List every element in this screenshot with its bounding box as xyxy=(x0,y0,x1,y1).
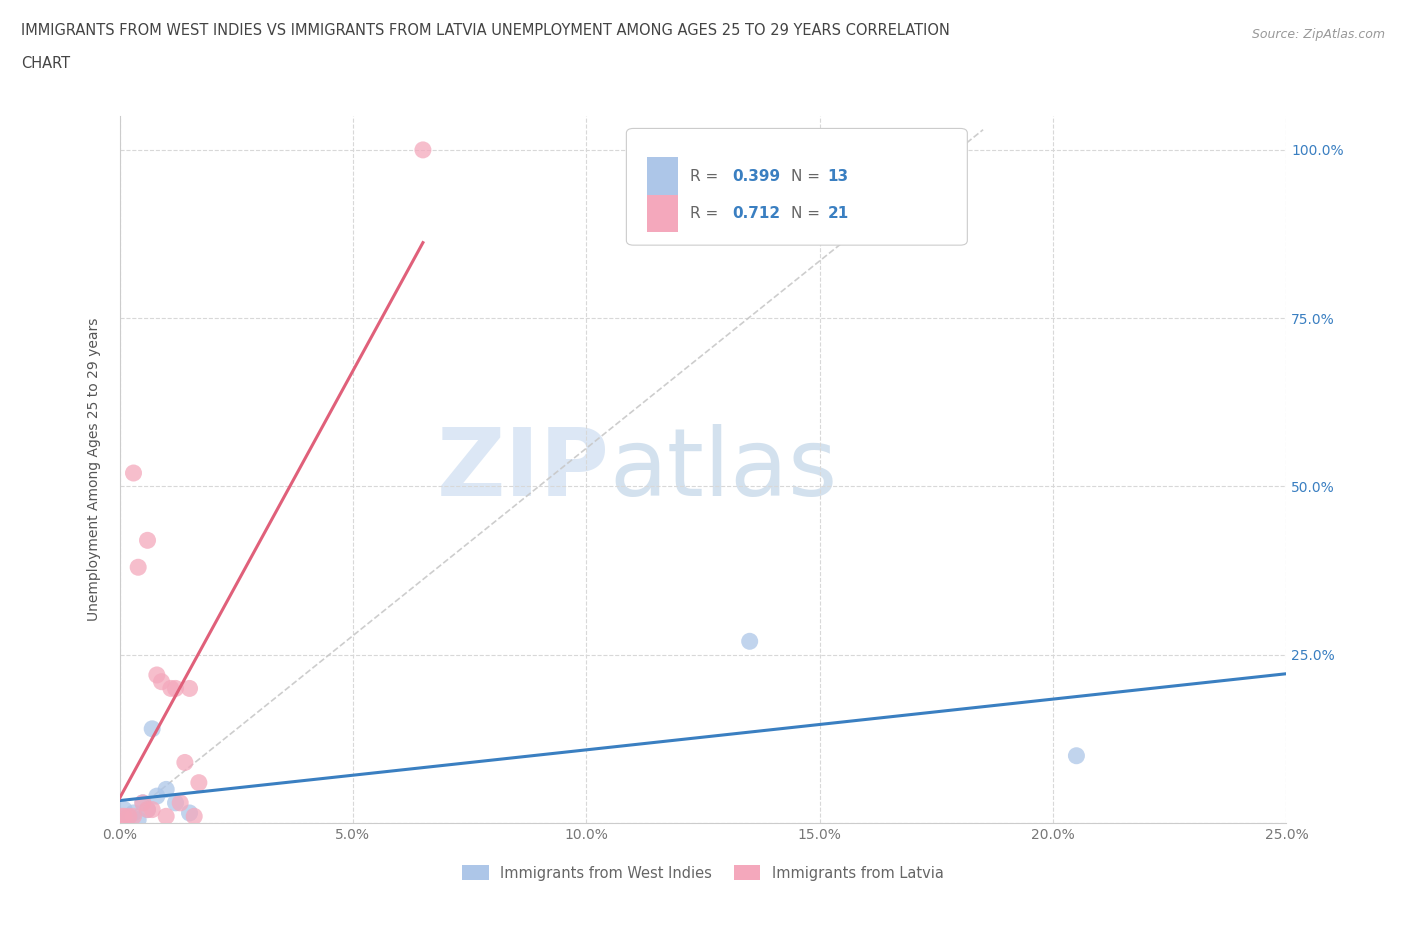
Text: Source: ZipAtlas.com: Source: ZipAtlas.com xyxy=(1251,28,1385,41)
Point xyxy=(122,466,145,481)
Text: IMMIGRANTS FROM WEST INDIES VS IMMIGRANTS FROM LATVIA UNEMPLOYMENT AMONG AGES 25: IMMIGRANTS FROM WEST INDIES VS IMMIGRANT… xyxy=(21,23,950,38)
Point xyxy=(169,795,191,810)
Point xyxy=(141,803,163,817)
Text: R =: R = xyxy=(690,168,723,183)
Point xyxy=(146,668,169,683)
Point xyxy=(136,803,159,817)
Point xyxy=(118,809,141,824)
Y-axis label: Unemployment Among Ages 25 to 29 years: Unemployment Among Ages 25 to 29 years xyxy=(87,318,101,621)
Point xyxy=(141,722,163,737)
Point xyxy=(173,755,195,770)
Text: N =: N = xyxy=(790,168,825,183)
Point xyxy=(122,809,145,824)
Point xyxy=(118,809,141,824)
Point xyxy=(412,142,434,157)
Point xyxy=(112,803,135,817)
Point xyxy=(112,809,135,824)
Point xyxy=(132,795,155,810)
Point xyxy=(136,803,159,817)
Point xyxy=(132,795,155,810)
Point xyxy=(179,681,201,696)
Point xyxy=(187,776,209,790)
Text: 13: 13 xyxy=(827,168,849,183)
Text: ZIP: ZIP xyxy=(437,424,610,515)
Text: R =: R = xyxy=(690,206,723,221)
Text: 0.399: 0.399 xyxy=(733,168,780,183)
Point xyxy=(122,805,145,820)
Legend: Immigrants from West Indies, Immigrants from Latvia: Immigrants from West Indies, Immigrants … xyxy=(457,859,949,886)
Point xyxy=(160,681,183,696)
Text: atlas: atlas xyxy=(610,424,838,515)
Point xyxy=(738,634,761,649)
Point xyxy=(136,533,159,548)
Point xyxy=(165,795,187,810)
Point xyxy=(111,809,134,824)
Point xyxy=(146,789,169,804)
Point xyxy=(183,809,205,824)
Text: N =: N = xyxy=(790,206,825,221)
Point xyxy=(127,812,149,827)
Point xyxy=(155,782,177,797)
Text: 21: 21 xyxy=(827,206,849,221)
Point xyxy=(150,674,173,689)
Point xyxy=(165,681,187,696)
Text: CHART: CHART xyxy=(21,56,70,71)
Text: 0.712: 0.712 xyxy=(733,206,780,221)
Point xyxy=(127,560,149,575)
Point xyxy=(1066,749,1088,764)
Point xyxy=(155,809,177,824)
Point xyxy=(179,805,201,820)
